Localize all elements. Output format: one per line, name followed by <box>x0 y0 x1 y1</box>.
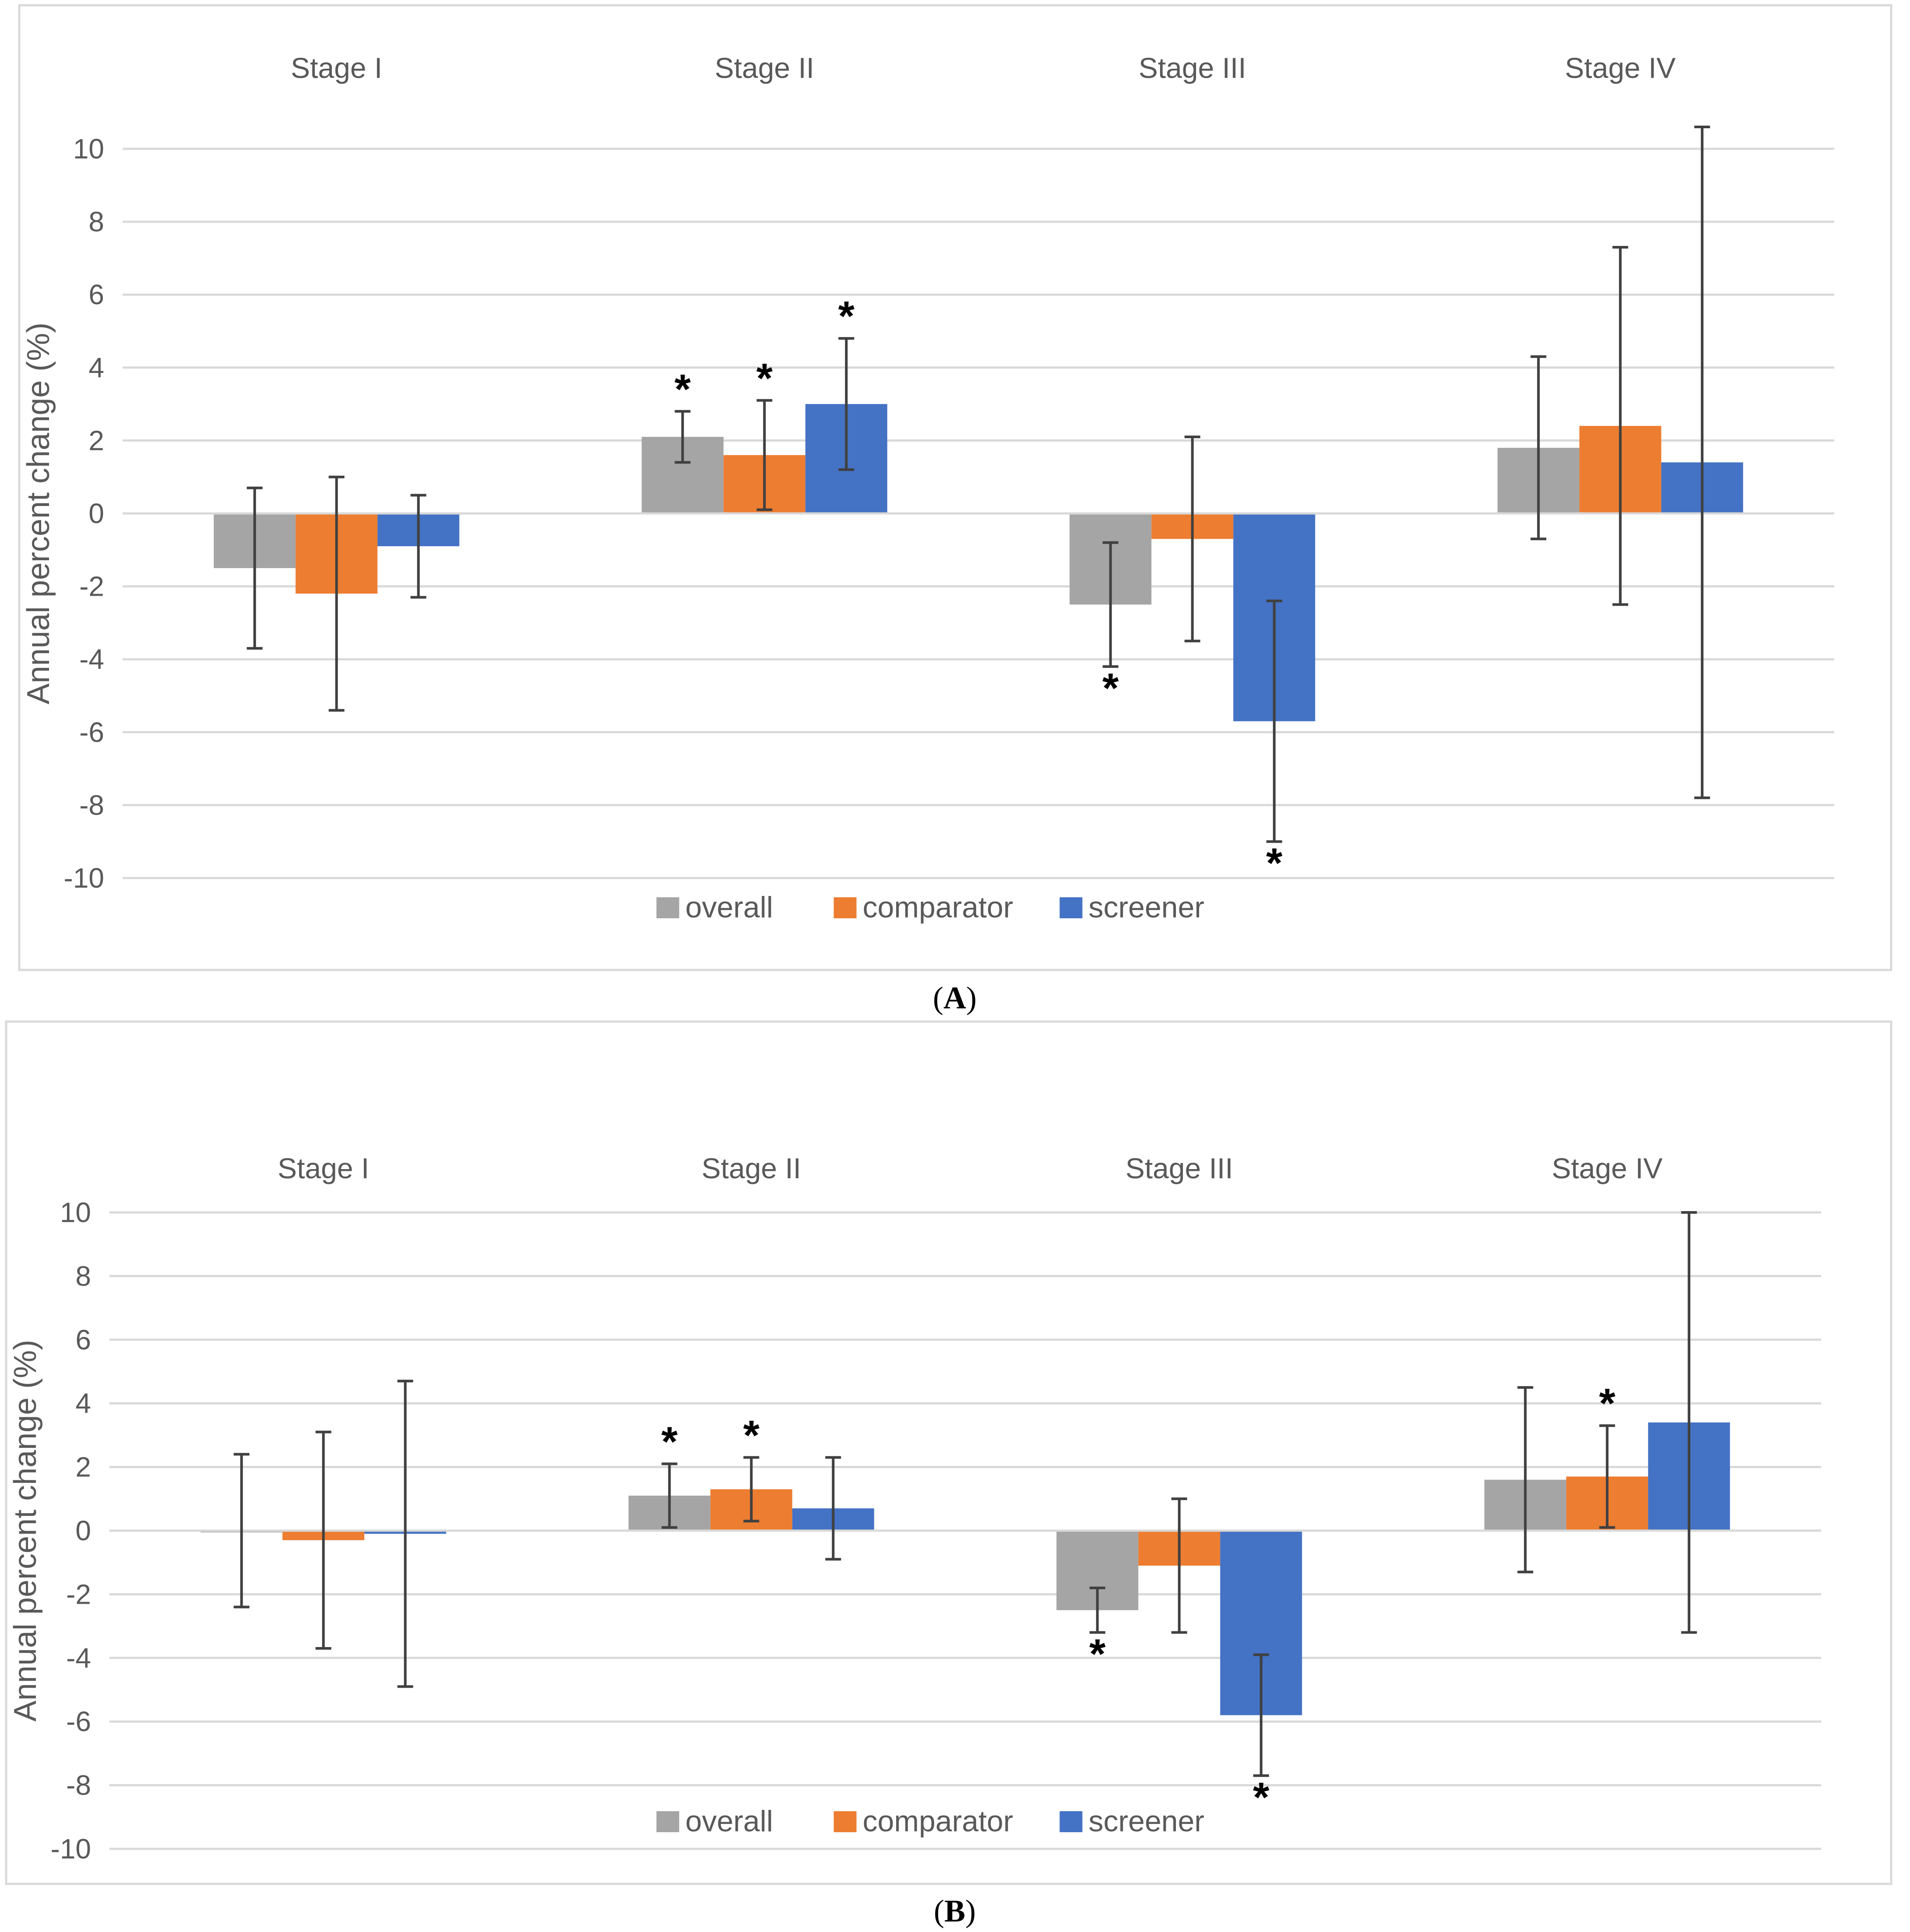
legend-swatch-overall <box>656 897 679 918</box>
error-bar <box>1681 1211 1697 1634</box>
error-bar <box>1171 1497 1187 1634</box>
significance-marker: * <box>1089 1631 1106 1678</box>
error-bar <box>1253 1653 1269 1777</box>
error-bar <box>1266 599 1282 843</box>
error-bar <box>675 410 691 464</box>
error-bar <box>838 337 855 471</box>
error-bar <box>397 1380 413 1688</box>
significance-marker: * <box>675 366 691 413</box>
y-tick-label: -6 <box>66 1706 91 1737</box>
error-bar <box>328 475 345 712</box>
stage-label: Stage III <box>1126 1152 1233 1184</box>
significance-marker: * <box>1102 665 1119 712</box>
y-tick-label: -10 <box>64 862 105 894</box>
significance-marker: * <box>838 293 855 340</box>
error-bar <box>246 486 263 650</box>
legend-swatch-comparator <box>834 897 857 918</box>
stage-label: Stage III <box>1139 52 1246 84</box>
error-bar <box>756 399 773 511</box>
y-tick-label: 0 <box>75 1515 91 1546</box>
legend-label-screener: screener <box>1089 891 1205 924</box>
y-axis-title: Annual percent change (%) <box>8 1340 43 1722</box>
y-tick-label: 2 <box>75 1451 91 1483</box>
legend-label-overall: overall <box>686 1805 773 1838</box>
legend-label-comparator: comparator <box>863 1805 1013 1838</box>
y-tick-label: -2 <box>66 1578 91 1610</box>
y-axis-title: Annual percent change (%) <box>21 323 56 705</box>
legend-swatch-comparator <box>834 1811 857 1832</box>
y-tick-label: 4 <box>88 352 104 383</box>
stage-label: Stage IV <box>1552 1152 1663 1184</box>
y-tick-label: -4 <box>66 1642 91 1674</box>
y-tick-label: 0 <box>88 498 104 529</box>
significance-marker: * <box>661 1418 678 1465</box>
significance-marker: * <box>756 355 773 402</box>
legend-label-comparator: comparator <box>863 891 1013 924</box>
y-tick-label: 10 <box>60 1197 91 1228</box>
y-tick-label: -6 <box>79 717 104 748</box>
error-bar <box>1102 541 1119 668</box>
error-bar <box>410 494 426 599</box>
error-bar <box>661 1462 678 1529</box>
y-tick-label: 8 <box>88 206 104 238</box>
significance-marker: * <box>1266 840 1283 887</box>
error-bar <box>1517 1386 1534 1574</box>
y-tick-label: -10 <box>51 1833 91 1865</box>
significance-marker: * <box>1253 1774 1270 1821</box>
error-bar <box>743 1456 760 1523</box>
error-bar <box>233 1453 250 1609</box>
chart-panel-b: 10 8 6 4 2 0 -2 -4 -6 -8 -10 Annual percent change … <box>5 1020 1892 1885</box>
error-bar <box>1694 126 1710 799</box>
y-tick-label: 8 <box>75 1260 91 1292</box>
error-bar <box>1089 1586 1105 1634</box>
legend-label-overall: overall <box>686 891 773 924</box>
error-bar <box>1184 436 1200 643</box>
stage-label: Stage I <box>278 1152 369 1184</box>
y-tick-label: -2 <box>79 571 104 602</box>
stage-label: Stage II <box>715 52 815 84</box>
y-tick-label: -8 <box>79 789 104 821</box>
y-tick-label: 4 <box>75 1388 91 1419</box>
stage-label: Stage II <box>702 1152 802 1184</box>
error-bar <box>315 1430 331 1650</box>
panel-label-b: (B) <box>934 1893 976 1928</box>
legend-swatch-screener <box>1059 1811 1083 1832</box>
significance-marker: * <box>1599 1380 1616 1427</box>
panel-label-a: (A) <box>933 980 977 1015</box>
legend-swatch-screener <box>1059 897 1083 918</box>
error-bar <box>1599 1424 1615 1529</box>
error-bar <box>825 1456 841 1561</box>
error-bar <box>1530 355 1547 541</box>
chart-panel-a: 10 8 6 4 2 0 -2 -4 -6 -8 -10 Annual percent change … <box>18 4 1892 971</box>
y-tick-label: 6 <box>75 1324 91 1356</box>
y-tick-label: 2 <box>88 425 104 456</box>
y-tick-label: 10 <box>73 133 104 165</box>
y-tick-label: 6 <box>88 279 104 310</box>
y-tick-label: -8 <box>66 1770 91 1801</box>
stage-label: Stage I <box>291 52 382 84</box>
significance-marker: * <box>743 1412 760 1459</box>
chart-area-border <box>5 1020 1892 1885</box>
stage-label: Stage IV <box>1565 52 1676 84</box>
error-bar <box>1612 246 1629 606</box>
legend-label-screener: screener <box>1089 1805 1205 1838</box>
legend-swatch-overall <box>656 1811 679 1832</box>
y-tick-label: -4 <box>79 643 104 675</box>
